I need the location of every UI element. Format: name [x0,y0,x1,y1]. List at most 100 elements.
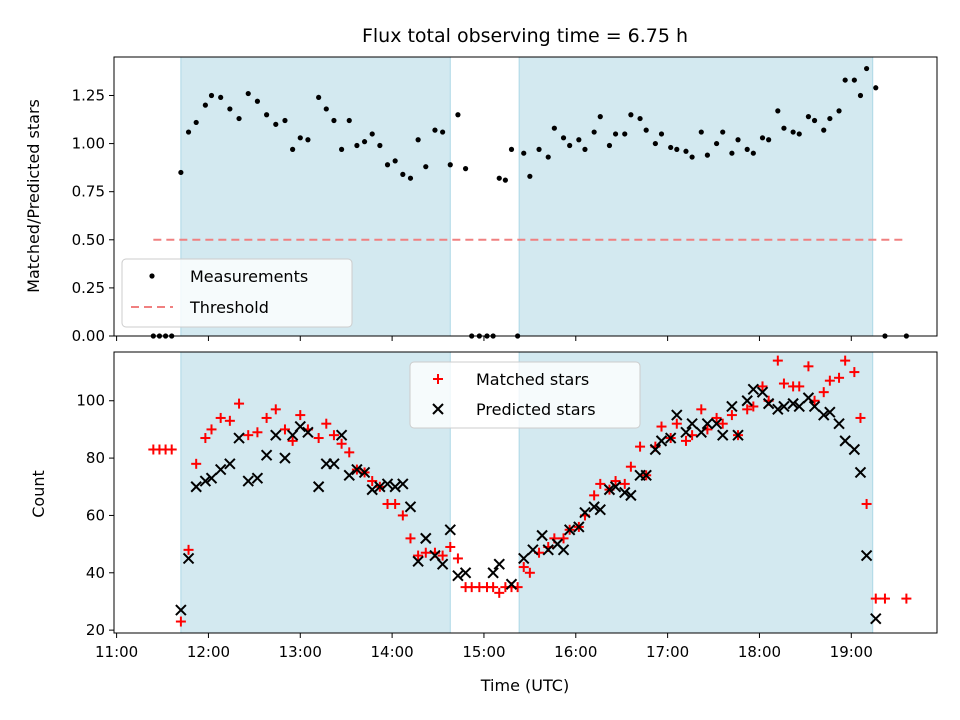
measurement-point [208,92,215,99]
measurement-point [622,131,628,137]
measurement-point [821,127,827,133]
matched-star-point [344,447,355,458]
matched-star-point [321,418,332,429]
predicted-star-point [536,529,548,542]
measurement-point [527,173,533,179]
measurement-point [836,108,842,114]
predicted-star-point [793,400,805,413]
matched-star-point [558,533,569,544]
predicted-star-point [860,549,873,562]
predicted-star-point [260,449,273,461]
matched-star-point [879,593,890,604]
x-tick-label: 12:00 [187,643,230,661]
matched-star-point [390,498,401,509]
top-y-ticks: 0.00 0.25 0.50 0.75 1.00 1.25 [72,86,114,345]
predicted-star-point [787,397,799,410]
top-legend: Measurements Threshold [121,258,353,328]
predicted-star-point [808,400,821,413]
predicted-star-point [397,478,409,490]
predicted-star-point [214,463,227,476]
matched-star-point [778,378,789,389]
predicted-star-point [335,429,348,441]
predicted-star-point [686,417,698,430]
matched-star-point [420,547,431,558]
measurement-point [750,150,756,156]
legend-measurements-marker [149,273,155,279]
bottom-legend-box [409,361,641,429]
predicted-star-point [839,435,851,447]
measurement-point [400,171,406,177]
matched-star-point [287,435,298,446]
predicted-star-point [563,524,576,536]
shaded-interval-0 [180,351,451,634]
measurement-point [576,137,582,143]
matched-star-point [855,412,866,423]
predicted-star-point [802,392,815,404]
measurement-point [643,127,649,133]
legend-threshold-label: Threshold [189,298,269,317]
matched-star-point [748,401,759,412]
top-shaded-intervals [180,56,874,337]
measurement-point [628,112,634,118]
measurement-point [273,121,279,127]
top-y-tick-label: 0.00 [72,327,105,345]
measurement-point [338,146,345,152]
matched-star-point [243,430,254,441]
bottom-y-tick-label: 60 [86,506,105,524]
measurement-point [744,146,750,152]
measurement-point [857,92,864,99]
measurement-point [423,164,429,170]
predicted-star-point [640,469,652,482]
predicted-star-point [452,569,464,582]
predicted-star-point [619,486,631,499]
matched-star-point [397,510,408,521]
predicted-star-point [374,481,386,493]
matched-star-point [824,375,835,386]
measurement-point [545,154,551,160]
predicted-star-point [312,481,325,493]
measurement-point [652,140,658,147]
matched-star-point [901,593,912,604]
measurement-point [502,177,508,183]
measurement-point [185,129,192,135]
predicted-star-point [756,386,769,398]
x-tick-label: 18:00 [738,643,781,661]
predicted-star-point [487,567,499,579]
measurement-point [297,135,303,141]
matched-star-point [166,444,177,455]
measurement-point [392,158,398,164]
matched-star-point [849,367,860,378]
predicted-star-point [233,432,245,444]
predicted-star-point [671,409,683,421]
measurement-point [827,115,833,122]
measurement-point [282,117,288,124]
predicted-star-point [404,501,417,513]
measurement-point [521,150,527,156]
predicted-star-point [818,409,830,421]
bottom-y-axis-label: Count [29,470,48,518]
bottom-x-ticks: 11:00 12:00 13:00 14:00 15:00 16:00 17:00 18:00… [95,633,873,661]
measurement-point [842,77,848,83]
predicted-star-point [224,458,236,470]
matched-star-point [215,412,226,423]
predicted-star-point [420,532,432,545]
matched-star-point [803,361,814,372]
bottom-y-ticks: 20 40 60 80 100 [76,392,114,639]
matched-star-point [252,427,263,438]
matched-star-point [818,387,829,398]
measurement-point [606,142,613,149]
measurement-point [766,137,772,143]
measurement-point [331,117,337,124]
matched-star-point [175,616,186,627]
bottom-legend: Matched stars Predicted stars [409,361,641,429]
measurement-point [218,94,224,101]
predicted-star-point [294,420,306,433]
matched-star-point [336,438,347,449]
matched-star-point [183,544,194,555]
predicted-star-point [717,429,729,441]
measurement-point [407,175,414,181]
x-tick-label: 16:00 [554,643,597,661]
predicted-star-point [573,521,585,533]
predicted-star-point [833,417,845,430]
measurement-point [193,119,199,126]
